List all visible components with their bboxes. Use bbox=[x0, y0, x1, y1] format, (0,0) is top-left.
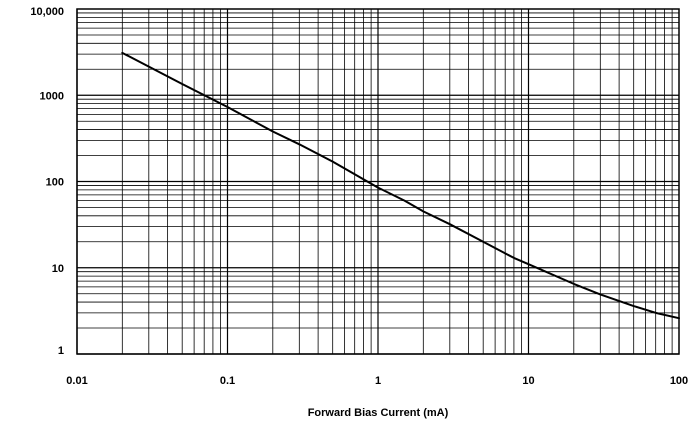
x-tick-label: 10 bbox=[522, 375, 534, 387]
y-tick-label: 10 bbox=[52, 263, 64, 275]
y-tick-labels: 1 10 100 1000 10,000 bbox=[30, 6, 64, 357]
series-line-0 bbox=[121, 51, 680, 320]
x-tick-label: 0.1 bbox=[220, 375, 235, 387]
y-tick-label: 10,000 bbox=[30, 6, 64, 18]
plot-frame bbox=[76, 8, 680, 355]
y-tick-label: 1 bbox=[58, 345, 64, 357]
y-tick-label: 1000 bbox=[40, 90, 64, 102]
y-tick-label: 100 bbox=[46, 177, 64, 189]
x-tick-label: 0.01 bbox=[66, 375, 87, 387]
x-tick-label: 1 bbox=[375, 375, 381, 387]
x-axis-title: Forward Bias Current (mA) bbox=[308, 407, 449, 419]
x-tick-label: 100 bbox=[670, 375, 688, 387]
x-tick-labels: 0.01 0.1 1 10 100 bbox=[66, 375, 688, 387]
series-layer bbox=[121, 51, 680, 320]
